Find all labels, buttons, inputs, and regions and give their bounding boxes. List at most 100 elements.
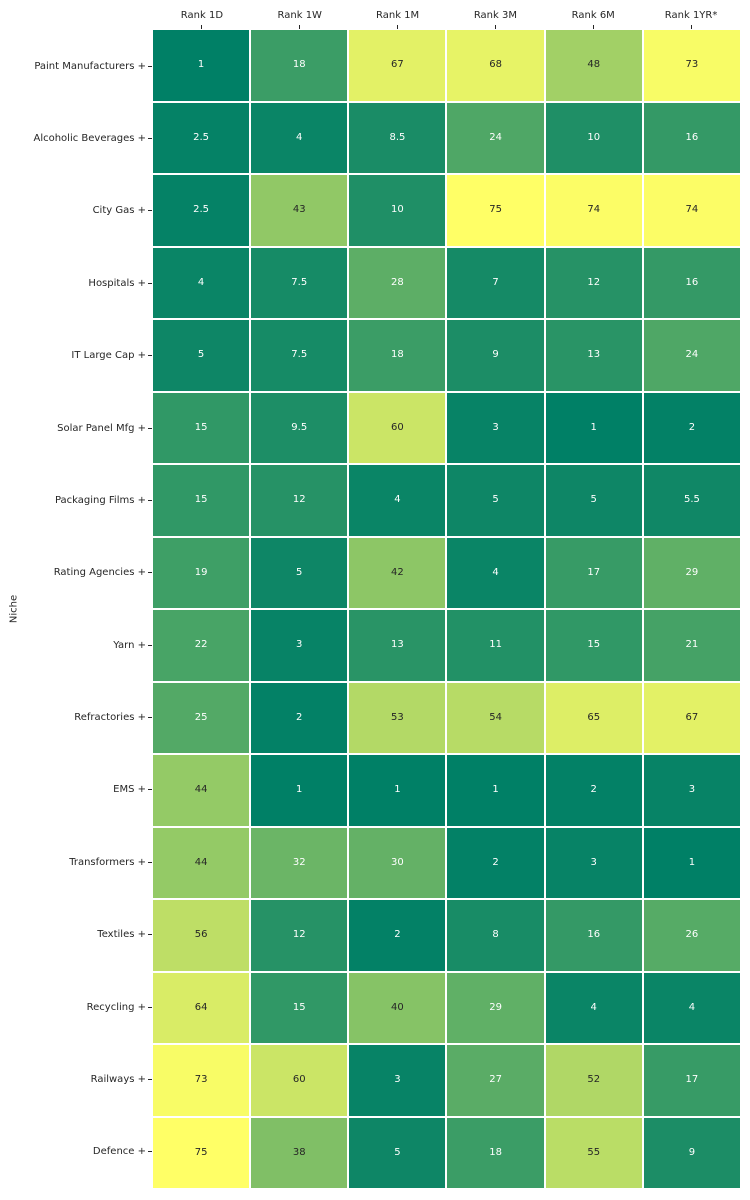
y-tick-mark bbox=[148, 282, 152, 284]
heatmap-cell-r4-c3: 28 bbox=[349, 247, 446, 318]
heatmap-cell-r9-c3: 13 bbox=[349, 610, 446, 681]
heatmap-cell-r15-c6: 17 bbox=[643, 1045, 740, 1116]
column-header-2: Rank 1W bbox=[251, 0, 349, 30]
y-tick-mark bbox=[148, 427, 152, 429]
heatmap-cell-r7-c6: 5.5 bbox=[643, 465, 740, 536]
heatmap-cell-r1-c5: 48 bbox=[545, 30, 642, 101]
heatmap-cell-r12-c6: 1 bbox=[643, 827, 740, 898]
row-label-9: Yarn + bbox=[113, 639, 146, 651]
heatmap-cell-r3-c1: 2.5 bbox=[153, 175, 250, 246]
heatmap-cell-r2-c2: 4 bbox=[251, 102, 348, 173]
heatmap-cell-r14-c6: 4 bbox=[643, 972, 740, 1043]
heatmap-cell-r1-c6: 73 bbox=[643, 30, 740, 101]
y-tick-cell bbox=[148, 1043, 152, 1115]
heatmap-cell-r15-c3: 3 bbox=[349, 1045, 446, 1116]
y-tick-cell bbox=[148, 754, 152, 826]
y-tick-mark bbox=[148, 1078, 152, 1080]
row-label-2: Alcoholic Beverages + bbox=[33, 133, 146, 145]
heatmap-cell-r16-c1: 75 bbox=[153, 1117, 250, 1188]
heatmap-cell-r13-c3: 2 bbox=[349, 900, 446, 971]
heatmap-cell-r10-c4: 54 bbox=[447, 682, 544, 753]
row-label-10: Refractories + bbox=[74, 712, 146, 724]
heatmap-cell-r15-c5: 52 bbox=[545, 1045, 642, 1116]
y-axis-ticks bbox=[148, 30, 152, 1188]
column-header-4: Rank 3M bbox=[447, 0, 545, 30]
y-tick-mark bbox=[148, 1151, 152, 1153]
heatmap-grid: 1 18 67 68 48 73 2.5 4 8.5 24 10 16 2.5 43 10 75 74 74 4 7.… bbox=[153, 30, 740, 1188]
heatmap-cell-r6-c5: 1 bbox=[545, 392, 642, 463]
heatmap-cell-r9-c6: 21 bbox=[643, 610, 740, 681]
heatmap-cell-r14-c1: 64 bbox=[153, 972, 250, 1043]
row-label-12: Transformers + bbox=[69, 856, 146, 868]
y-tick-mark bbox=[148, 210, 152, 212]
heatmap-cell-r8-c2: 5 bbox=[251, 537, 348, 608]
heatmap-cell-r11-c4: 1 bbox=[447, 755, 544, 826]
row-labels: Paint Manufacturers + Alcoholic Beverages… bbox=[0, 30, 146, 1188]
heatmap-cell-r2-c1: 2.5 bbox=[153, 102, 250, 173]
heatmap-cell-r15-c1: 73 bbox=[153, 1045, 250, 1116]
x-tick-mark bbox=[592, 25, 594, 29]
column-header-label: Rank 6M bbox=[571, 10, 615, 21]
heatmap-cell-r5-c1: 5 bbox=[153, 320, 250, 391]
heatmap-cell-r7-c4: 5 bbox=[447, 465, 544, 536]
heatmap-cell-r13-c2: 12 bbox=[251, 900, 348, 971]
heatmap-cell-r14-c5: 4 bbox=[545, 972, 642, 1043]
heatmap-cell-r1-c4: 68 bbox=[447, 30, 544, 101]
heatmap-cell-r12-c1: 44 bbox=[153, 827, 250, 898]
heatmap-cell-r11-c1: 44 bbox=[153, 755, 250, 826]
heatmap-cell-r13-c4: 8 bbox=[447, 900, 544, 971]
heatmap-cell-r16-c4: 18 bbox=[447, 1117, 544, 1188]
heatmap-cell-r6-c2: 9.5 bbox=[251, 392, 348, 463]
heatmap-cell-r7-c3: 4 bbox=[349, 465, 446, 536]
y-tick-cell bbox=[148, 609, 152, 681]
x-tick-mark bbox=[494, 25, 496, 29]
heatmap-cell-r3-c6: 74 bbox=[643, 175, 740, 246]
y-tick-cell bbox=[148, 102, 152, 174]
y-tick-cell bbox=[148, 537, 152, 609]
y-tick-mark bbox=[148, 789, 152, 791]
heatmap-cell-r10-c1: 25 bbox=[153, 682, 250, 753]
y-tick-mark bbox=[148, 572, 152, 574]
row-label-13: Textiles + bbox=[97, 929, 146, 941]
y-tick-cell bbox=[148, 971, 152, 1043]
heatmap-cell-r10-c5: 65 bbox=[545, 682, 642, 753]
row-label-16: Defence + bbox=[92, 1146, 146, 1158]
y-tick-mark bbox=[148, 717, 152, 719]
heatmap-cell-r6-c1: 15 bbox=[153, 392, 250, 463]
heatmap-cell-r9-c2: 3 bbox=[251, 610, 348, 681]
heatmap-cell-r1-c2: 18 bbox=[251, 30, 348, 101]
heatmap-cell-r3-c5: 74 bbox=[545, 175, 642, 246]
heatmap-cell-r4-c5: 12 bbox=[545, 247, 642, 318]
heatmap-cell-r6-c6: 2 bbox=[643, 392, 740, 463]
heatmap-cell-r8-c3: 42 bbox=[349, 537, 446, 608]
y-tick-mark bbox=[148, 138, 152, 140]
heatmap-cell-r7-c2: 12 bbox=[251, 465, 348, 536]
heatmap-cell-r9-c1: 22 bbox=[153, 610, 250, 681]
row-label-5: IT Large Cap + bbox=[71, 350, 146, 362]
heatmap-cell-r12-c4: 2 bbox=[447, 827, 544, 898]
heatmap-cell-r11-c2: 1 bbox=[251, 755, 348, 826]
heatmap-cell-r10-c6: 67 bbox=[643, 682, 740, 753]
y-tick-mark bbox=[148, 1006, 152, 1008]
column-header-5: Rank 6M bbox=[544, 0, 642, 30]
y-tick-cell bbox=[148, 1116, 152, 1188]
row-label-3: City Gas + bbox=[92, 205, 146, 217]
heatmap-cell-r5-c4: 9 bbox=[447, 320, 544, 391]
y-tick-mark bbox=[148, 65, 152, 67]
y-tick-mark bbox=[148, 861, 152, 863]
heatmap-cell-r16-c2: 38 bbox=[251, 1117, 348, 1188]
y-tick-mark bbox=[148, 644, 152, 646]
heatmap-cell-r3-c4: 75 bbox=[447, 175, 544, 246]
heatmap-cell-r10-c2: 2 bbox=[251, 682, 348, 753]
heatmap-cell-r5-c6: 24 bbox=[643, 320, 740, 391]
heatmap-cell-r3-c3: 10 bbox=[349, 175, 446, 246]
y-tick-mark bbox=[148, 355, 152, 357]
heatmap-cell-r12-c2: 32 bbox=[251, 827, 348, 898]
heatmap-cell-r4-c2: 7.5 bbox=[251, 247, 348, 318]
column-header-label: Rank 1W bbox=[277, 10, 322, 21]
heatmap-cell-r5-c5: 13 bbox=[545, 320, 642, 391]
y-tick-cell bbox=[148, 826, 152, 898]
heatmap-cell-r6-c3: 60 bbox=[349, 392, 446, 463]
row-label-7: Packaging Films + bbox=[54, 494, 146, 506]
